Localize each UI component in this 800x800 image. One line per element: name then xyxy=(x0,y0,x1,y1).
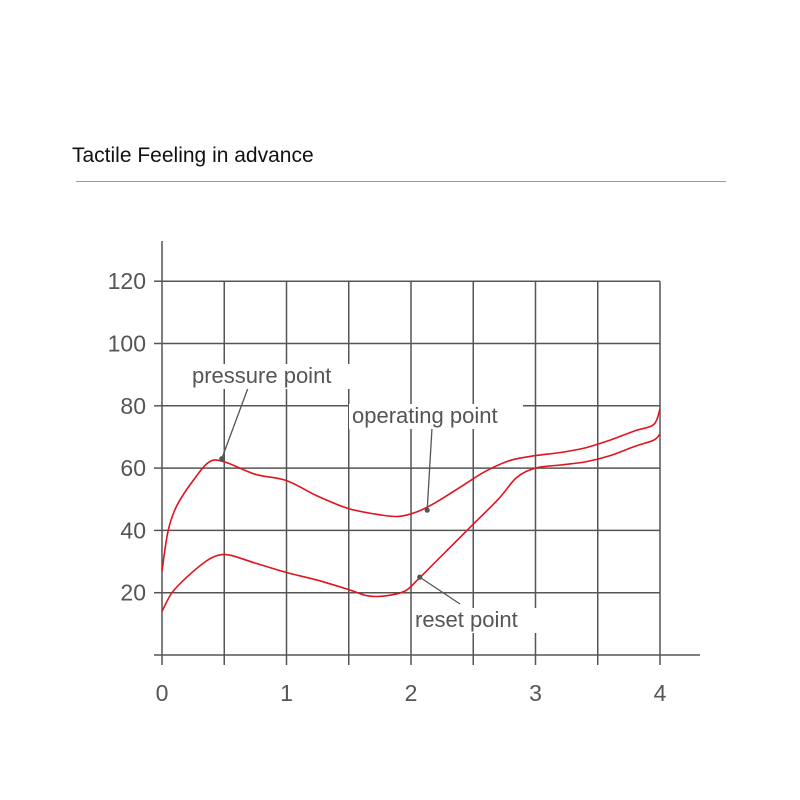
annotation-marker xyxy=(417,574,423,580)
annotation-leader-line xyxy=(426,427,433,511)
x-tick-label: 2 xyxy=(405,680,418,706)
title-divider xyxy=(76,181,726,182)
y-tick-label: 120 xyxy=(108,268,146,294)
y-tick-label: 60 xyxy=(120,455,146,481)
chart-title: Tactile Feeling in advance xyxy=(72,144,314,167)
y-tick-label: 80 xyxy=(120,393,146,419)
y-tick-label: 20 xyxy=(120,580,146,606)
annotation-marker xyxy=(424,507,430,513)
x-tick-label: 3 xyxy=(529,680,542,706)
annotation-label-background xyxy=(412,608,542,633)
annotation-label: operating point xyxy=(352,403,498,428)
x-tick-label: 0 xyxy=(156,680,169,706)
annotation-label-background xyxy=(349,404,523,429)
series-line-upper xyxy=(161,408,661,572)
annotation-leader-line xyxy=(221,387,249,459)
y-tick-label: 40 xyxy=(120,517,146,543)
annotation-leader-line xyxy=(419,576,461,605)
annotation-marker xyxy=(219,456,225,462)
annotation-label: pressure point xyxy=(192,363,331,388)
annotation-label: reset point xyxy=(415,607,518,632)
y-tick-label: 100 xyxy=(108,331,146,357)
series-line-lower xyxy=(161,433,661,612)
x-tick-label: 1 xyxy=(280,680,293,706)
x-tick-label: 4 xyxy=(654,680,667,706)
annotation-label-background xyxy=(189,364,352,389)
